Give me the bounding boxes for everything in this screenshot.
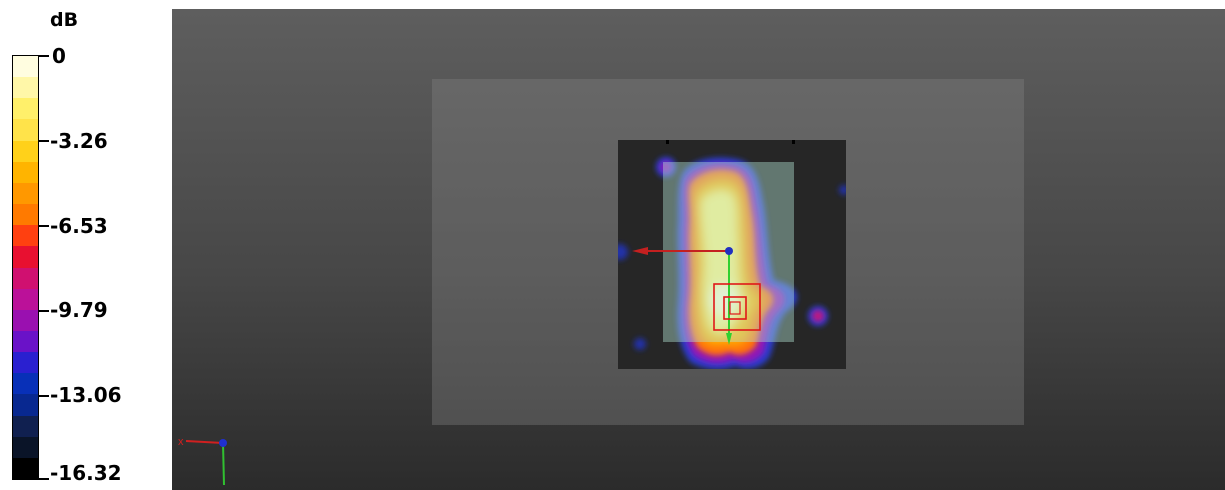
- colorbar-segment: [13, 373, 38, 395]
- colorbar: [12, 55, 39, 480]
- legend-tick-label: -6.53: [50, 214, 108, 238]
- legend-tick: [39, 225, 49, 227]
- legend-tick: [39, 140, 49, 142]
- colorbar-segment: [13, 56, 38, 78]
- colorbar-segment: [13, 288, 38, 311]
- y-axis-icon: [222, 442, 225, 486]
- colorbar-segment: [13, 436, 38, 459]
- colorbar-segment: [13, 457, 38, 480]
- arrow-head-icon: [632, 247, 648, 255]
- peak-location-marker: [729, 301, 741, 315]
- z-axis-icon: [219, 439, 227, 447]
- legend-tick: [39, 310, 49, 312]
- peak-averaging-cube-outer[interactable]: [713, 283, 761, 331]
- scan-corner-marker: [792, 140, 795, 144]
- legend-unit-label: dB: [50, 9, 79, 31]
- arrow-head-icon: [726, 333, 732, 345]
- colorbar-segment: [13, 225, 38, 247]
- colorbar-segment: [13, 140, 38, 163]
- x-axis-icon: [185, 440, 224, 444]
- legend-tick: [39, 395, 49, 397]
- colorbar-segment: [13, 394, 38, 417]
- colorbar-segment: [13, 161, 38, 184]
- colorbar-segment: [13, 309, 38, 332]
- colorbar-legend: dB 0 -3.26 -6.53 -9.79 -13.06 -16.32: [0, 0, 172, 490]
- peak-averaging-cube-inner[interactable]: [723, 296, 747, 320]
- colorbar-segment: [13, 330, 38, 353]
- x-axis-letter: x: [178, 436, 184, 448]
- scan-corner-marker: [666, 140, 669, 144]
- colorbar-segment: [13, 246, 38, 269]
- colorbar-segment: [13, 98, 38, 121]
- colorbar-segment: [13, 204, 38, 226]
- legend-tick-label: -13.06: [50, 383, 122, 407]
- colorbar-segment: [13, 182, 38, 205]
- colorbar-segment: [13, 77, 38, 99]
- legend-tick-label: 0: [52, 44, 66, 68]
- colorbar-segment: [13, 267, 38, 290]
- legend-tick: [39, 55, 49, 57]
- legend-tick-label: -3.26: [50, 129, 108, 153]
- axis-gizmo: x: [178, 436, 227, 486]
- legend-tick-label: -16.32: [50, 461, 122, 485]
- colorbar-segment: [13, 415, 38, 438]
- legend-tick-label: -9.79: [50, 298, 108, 322]
- colorbar-segment: [13, 119, 38, 142]
- legend-tick: [39, 478, 49, 480]
- field-contour-core: [700, 189, 747, 335]
- colorbar-segment: [13, 352, 38, 374]
- 3d-viewport[interactable]: x: [172, 9, 1225, 490]
- probe-origin-marker: [725, 247, 733, 255]
- scene-overlays: x: [178, 162, 794, 486]
